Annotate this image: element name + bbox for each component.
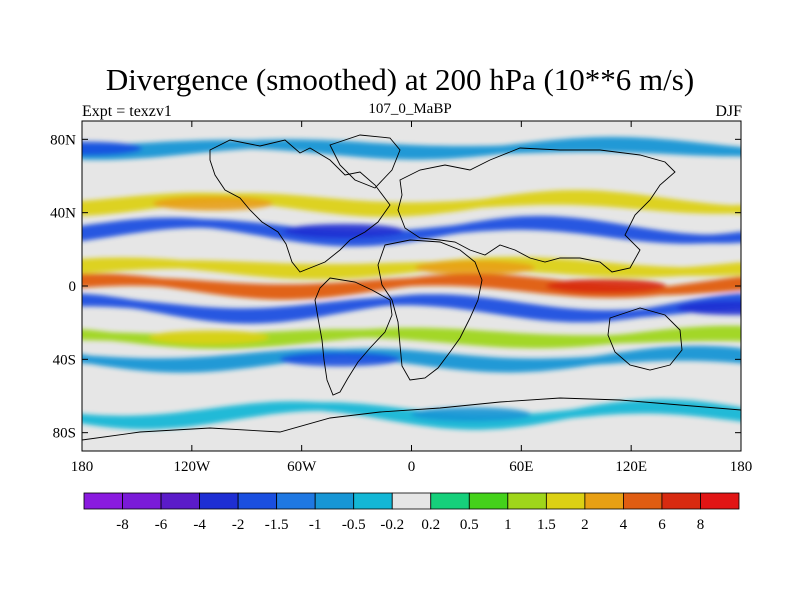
y-tick-label: 40S	[53, 352, 76, 368]
colorbar-label: -0.5	[342, 517, 366, 533]
colorbar-swatch	[353, 492, 393, 510]
divergence-band	[82, 256, 741, 280]
colorbar-swatch	[507, 492, 547, 510]
colorbar-swatch	[700, 492, 740, 510]
divergence-core	[149, 330, 269, 345]
coastline-antarctica	[82, 397, 741, 451]
colorbar-label: 2	[581, 517, 589, 533]
colorbar-swatch	[199, 492, 239, 510]
map-plot-area	[82, 121, 741, 451]
case-label: 107_0_MaBP	[368, 101, 452, 117]
coastlines	[82, 134, 741, 451]
coastline-africa	[377, 239, 483, 381]
x-tick-label: 60E	[509, 459, 533, 475]
colorbar-label: -0.2	[380, 517, 404, 533]
chart-title: Divergence (smoothed) at 200 hPa (10**6 …	[105, 62, 695, 97]
divergence-core	[411, 407, 531, 422]
coastline-greenland	[329, 134, 401, 189]
divergence-core	[280, 352, 400, 367]
divergence-band	[82, 273, 741, 300]
colorbar-label: 8	[697, 517, 705, 533]
colorbar-label: -6	[155, 517, 168, 533]
divergence-band	[82, 345, 741, 373]
colorbar-swatch	[314, 492, 355, 510]
colorbar-swatch	[623, 492, 663, 510]
divergence-band	[82, 325, 741, 349]
season-label: DJF	[715, 103, 742, 120]
colorbar-label: 6	[658, 517, 666, 533]
colorbar-label: 1	[504, 517, 512, 533]
x-tick-label: 120E	[615, 459, 647, 475]
colorbar-label: -2	[232, 517, 245, 533]
y-tick-label: 80S	[53, 426, 76, 442]
colorbar-label: -1	[309, 517, 322, 533]
colorbar-label: 0.2	[421, 517, 440, 533]
x-tick-label: 180	[71, 459, 94, 475]
divergence-core	[284, 224, 404, 238]
coastline-south-america	[314, 277, 393, 396]
x-tick-label: 60W	[287, 459, 317, 475]
colorbar-swatch	[391, 492, 432, 510]
colorbar-label: 4	[620, 517, 628, 533]
colorbar-swatch	[276, 492, 316, 510]
divergence-core	[677, 301, 741, 315]
colorbar: -8 -6 -4 -2 -1.5 -1 -0.5 -0.2 0.2 0.5 1 1.5 2 4 6 8	[83, 492, 740, 533]
colorbar-swatch	[430, 492, 470, 510]
y-tick-label: 80N	[50, 132, 76, 148]
y-tick-label: 40N	[50, 206, 76, 222]
divergence-field	[82, 136, 741, 430]
map-axes: 180 120W 60W 0 60E 120E 180 80N 40N 0 40S 80S	[50, 121, 752, 475]
divergence-band	[82, 190, 741, 217]
divergence-band	[82, 136, 741, 160]
colorbar-label: -1.5	[265, 517, 289, 533]
coastline-australia	[607, 307, 683, 371]
experiment-label: Expt = texzv1	[82, 103, 172, 120]
colorbar-swatch	[83, 492, 123, 510]
y-tick-label: 0	[69, 279, 77, 295]
divergence-core	[153, 196, 273, 211]
x-tick-label: 120W	[173, 459, 211, 475]
colorbar-swatch	[237, 492, 278, 510]
x-tick-label: 180	[730, 459, 753, 475]
colorbar-swatch	[584, 492, 624, 510]
colorbar-swatch	[160, 492, 200, 510]
colorbar-swatch	[122, 492, 162, 510]
divergence-core	[546, 279, 666, 293]
colorbar-label: -4	[193, 517, 206, 533]
divergence-core	[415, 260, 535, 275]
colorbar-swatch	[661, 492, 701, 510]
divergence-band	[82, 215, 741, 247]
divergence-band	[82, 293, 741, 324]
colorbar-swatch	[545, 492, 586, 510]
coastline-north-america	[209, 139, 391, 273]
colorbar-label: 0.5	[460, 517, 479, 533]
colorbar-label: 1.5	[537, 517, 556, 533]
colorbar-swatch	[468, 492, 509, 510]
divergence-core	[82, 141, 142, 156]
coastline-eurasia	[397, 147, 676, 273]
colorbar-label: -8	[116, 517, 129, 533]
x-tick-label: 0	[408, 459, 416, 475]
